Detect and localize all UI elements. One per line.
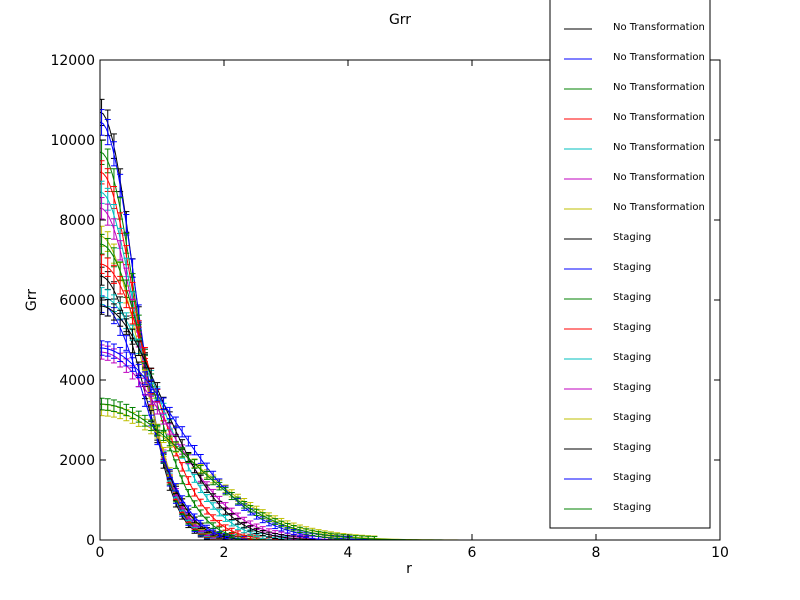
- legend-label-8: Staging: [613, 262, 651, 273]
- legend-label-5: No Transformation: [613, 172, 705, 183]
- legend-label-1: No Transformation: [613, 52, 705, 63]
- x-tick-label: 4: [344, 545, 353, 561]
- series-line: [100, 303, 720, 540]
- chart-title: Grr: [389, 12, 411, 28]
- legend-label-11: Staging: [613, 352, 651, 363]
- y-tick-label: 2000: [59, 453, 95, 469]
- legend-label-12: Staging: [613, 382, 651, 393]
- legend: No Transformation No Transformation No Tra…: [549, 0, 711, 529]
- legend-label-10: Staging: [613, 322, 651, 333]
- legend-label-2: No Transformation: [613, 82, 705, 93]
- series-line: [100, 275, 720, 540]
- y-axis-label: Grr: [24, 289, 40, 311]
- legend-label-3: No Transformation: [613, 112, 705, 123]
- legend-label-14: Staging: [613, 442, 651, 453]
- legend-label-15: Staging: [613, 472, 651, 483]
- legend-box: [549, 0, 711, 529]
- tick-layer: 0 2 4 6 8 10 0 2000 4000 6000 8000 10000 12000: [50, 53, 728, 561]
- x-tick-label: 2: [220, 545, 229, 561]
- x-tick-label: 6: [468, 545, 477, 561]
- series-line: [100, 207, 720, 540]
- legend-label-4: No Transformation: [613, 142, 705, 153]
- y-tick-label: 8000: [59, 213, 95, 229]
- legend-label-6: No Transformation: [613, 202, 705, 213]
- legend-label-16: Staging: [613, 502, 651, 513]
- y-tick-label: 6000: [59, 293, 95, 309]
- x-axis-label: r: [406, 561, 412, 577]
- y-tick-label: 10000: [50, 133, 95, 149]
- legend-label-9: Staging: [613, 292, 651, 303]
- x-tick-label: 0: [96, 545, 105, 561]
- y-tick-label: 12000: [50, 53, 95, 69]
- y-tick-label: 4000: [59, 373, 95, 389]
- y-tick-label: 0: [86, 533, 95, 549]
- x-tick-label: 8: [592, 545, 601, 561]
- x-tick-label: 10: [711, 545, 729, 561]
- legend-label-13: Staging: [613, 412, 651, 423]
- legend-label-0: No Transformation: [613, 22, 705, 33]
- legend-label-7: Staging: [613, 232, 651, 243]
